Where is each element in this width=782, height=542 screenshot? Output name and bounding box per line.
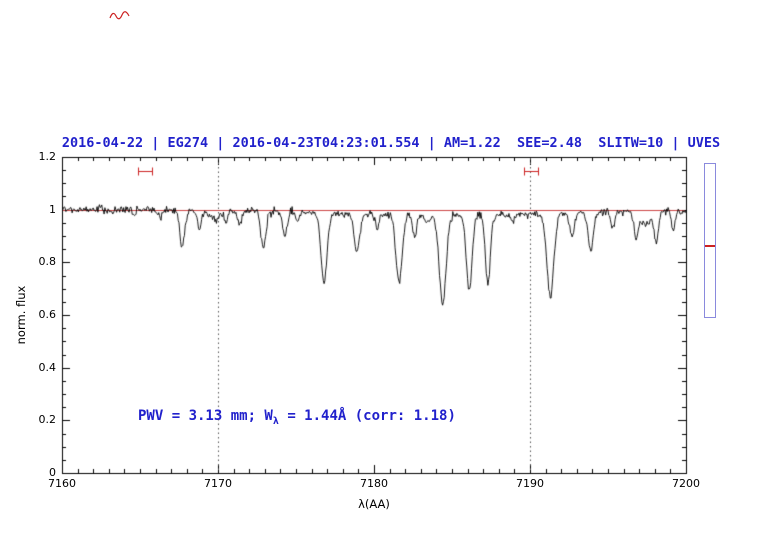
y-tick-label: 1.2: [38, 150, 57, 163]
x-axis-label: λ(AA): [358, 497, 390, 511]
y-tick-label: 0.2: [38, 413, 57, 427]
plot-title: 2016-04-22 | EG274 | 2016-04-23T04:23:01…: [61, 135, 721, 151]
x-tick-label: 7180: [360, 477, 388, 490]
y-axis-label: norm. flux: [14, 285, 28, 345]
x-tick-label: 7190: [516, 477, 544, 490]
side-gauge: [704, 163, 716, 318]
y-tick-label: 0.4: [38, 360, 57, 374]
pwv-annotation: PWV = 3.13 mm; Wλ = 1.44Å (corr: 1.18): [138, 408, 456, 427]
y-tick-label: 0.8: [38, 255, 57, 269]
annotation-suffix: = 1.44Å (corr: 1.18): [278, 408, 456, 424]
x-tick-label: 7200: [672, 477, 700, 490]
y-tick-label: 0: [49, 466, 56, 479]
annotation-prefix: PWV = 3.13 mm; W: [138, 408, 273, 424]
y-tick-label: 1: [49, 202, 56, 216]
annotation-lambda-subscript: λ: [272, 415, 279, 427]
y-tick-label: 0.6: [38, 308, 57, 321]
x-tick-label: 7160: [48, 477, 76, 490]
side-gauge-red-line: [705, 245, 715, 248]
x-tick-label: 7170: [204, 477, 232, 490]
